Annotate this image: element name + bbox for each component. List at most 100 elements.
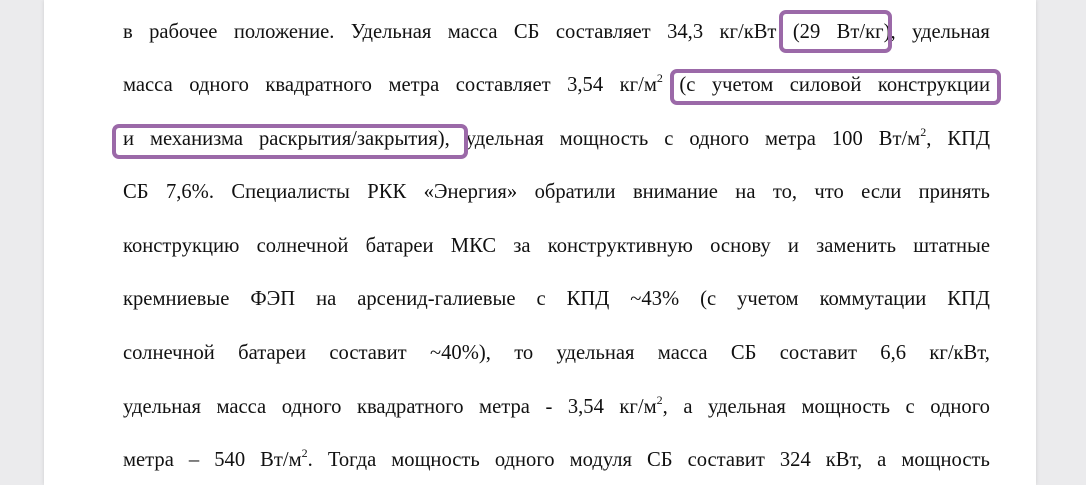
word: 34,3 bbox=[667, 21, 704, 43]
text-line: и механизма раскрытия/закрытия), удельная мо… bbox=[123, 125, 990, 151]
word: КПД bbox=[566, 288, 610, 310]
word: в bbox=[123, 21, 133, 43]
word: солнечной bbox=[123, 342, 215, 364]
word: Тогда bbox=[327, 449, 377, 471]
word: составляет bbox=[455, 74, 551, 96]
text-line: кремниевые ФЭП на арсенид-галиевые с КПД ~43% (… bbox=[123, 287, 990, 311]
word: Вт/м2, bbox=[878, 125, 932, 150]
word: мощность bbox=[801, 396, 890, 418]
word: одного bbox=[689, 128, 750, 150]
word: МКС bbox=[450, 235, 497, 257]
word: конструктивную bbox=[547, 235, 693, 257]
superscript: 2 bbox=[301, 446, 308, 461]
text-line: в рабочее положение. Удельная масса СБ составл… bbox=[123, 20, 990, 44]
word: кг/м2 bbox=[619, 71, 663, 96]
word: рабочее bbox=[149, 21, 218, 43]
word: конструкции bbox=[877, 74, 990, 96]
word: метра bbox=[123, 449, 174, 471]
word: КПД bbox=[947, 288, 990, 310]
word: ~43% bbox=[630, 288, 680, 310]
word: Удельная bbox=[350, 21, 432, 43]
word: то, bbox=[772, 181, 798, 203]
word: РКК bbox=[367, 181, 407, 203]
word: на bbox=[316, 288, 337, 310]
word: батареи bbox=[365, 235, 434, 257]
word: СБ bbox=[730, 342, 757, 364]
word: кг/кВт, bbox=[929, 342, 990, 364]
word: на bbox=[735, 181, 756, 203]
word: Специалисты bbox=[231, 181, 350, 203]
word: штатные bbox=[913, 235, 990, 257]
word: а bbox=[683, 396, 693, 418]
word: учетом bbox=[711, 74, 774, 96]
word: батареи bbox=[238, 342, 307, 364]
word: что bbox=[814, 181, 844, 203]
word: удельная bbox=[707, 396, 786, 418]
word: СБ bbox=[647, 449, 673, 471]
word: квадратного bbox=[265, 74, 372, 96]
word: учетом bbox=[737, 288, 799, 310]
word: СБ bbox=[513, 21, 540, 43]
word: кВт, bbox=[825, 449, 863, 471]
word: составит bbox=[779, 342, 857, 364]
word: и bbox=[787, 235, 799, 257]
word: 100 bbox=[831, 128, 863, 150]
word: мощность bbox=[901, 449, 990, 471]
word: мощность bbox=[391, 449, 480, 471]
word: одного bbox=[189, 74, 249, 96]
word: 7,6%. bbox=[165, 181, 214, 203]
word: одного bbox=[494, 449, 555, 471]
word: составляет bbox=[555, 21, 651, 43]
word: масса bbox=[216, 396, 267, 418]
word: удельная bbox=[465, 128, 544, 150]
word: 324 bbox=[779, 449, 811, 471]
superscript: 2 bbox=[656, 71, 663, 86]
superscript: 2 bbox=[920, 125, 927, 140]
highlight-box-structure bbox=[670, 69, 1001, 105]
word: если bbox=[861, 181, 902, 203]
word: масса bbox=[657, 342, 708, 364]
word: 6,6 bbox=[880, 342, 907, 364]
word: основу bbox=[710, 235, 771, 257]
word: - bbox=[545, 396, 553, 418]
word: СБ bbox=[123, 181, 149, 203]
word: составит bbox=[329, 342, 407, 364]
word: кг/кВт bbox=[719, 21, 777, 43]
word: 3,54 bbox=[567, 74, 604, 96]
word: силовой bbox=[789, 74, 862, 96]
word: то bbox=[514, 342, 534, 364]
word: положение. bbox=[233, 21, 335, 43]
word: масса bbox=[447, 21, 498, 43]
word: КПД bbox=[947, 128, 990, 150]
word: (29 bbox=[792, 21, 821, 43]
text-line: удельная масса одного квадратного метра -3,54… bbox=[123, 393, 990, 419]
word: ~40%), bbox=[429, 342, 491, 364]
word: внимание bbox=[632, 181, 718, 203]
text-line: конструкцию солнечной батареи МКС за конструк… bbox=[123, 234, 990, 258]
word: солнечной bbox=[256, 235, 349, 257]
word: с bbox=[536, 288, 546, 310]
word: раскрытия/закрытия), bbox=[258, 128, 450, 150]
document-page bbox=[44, 0, 1036, 485]
word: конструкцию bbox=[123, 235, 240, 257]
word: 3,54 bbox=[567, 396, 604, 418]
word: Вт/м2. bbox=[260, 446, 313, 471]
word: а bbox=[877, 449, 887, 471]
word: обратили bbox=[534, 181, 616, 203]
word: кремниевые bbox=[123, 288, 230, 310]
word: заменить bbox=[816, 235, 897, 257]
word: арсенид-галиевые bbox=[357, 288, 516, 310]
word: коммутации bbox=[819, 288, 927, 310]
word: удельная bbox=[123, 396, 201, 418]
word: – bbox=[188, 449, 200, 471]
superscript: 2 bbox=[656, 393, 663, 408]
word: «Энергия» bbox=[423, 181, 518, 203]
word: ФЭП bbox=[250, 288, 296, 310]
word: метра bbox=[765, 128, 816, 150]
word: метра bbox=[479, 396, 530, 418]
word: квадратного bbox=[356, 396, 464, 418]
word: за bbox=[513, 235, 531, 257]
word: кг/м2, bbox=[619, 393, 668, 418]
word: 540 bbox=[214, 449, 246, 471]
text-line: солнечной батареи составит ~40%), то удельная… bbox=[123, 341, 990, 365]
